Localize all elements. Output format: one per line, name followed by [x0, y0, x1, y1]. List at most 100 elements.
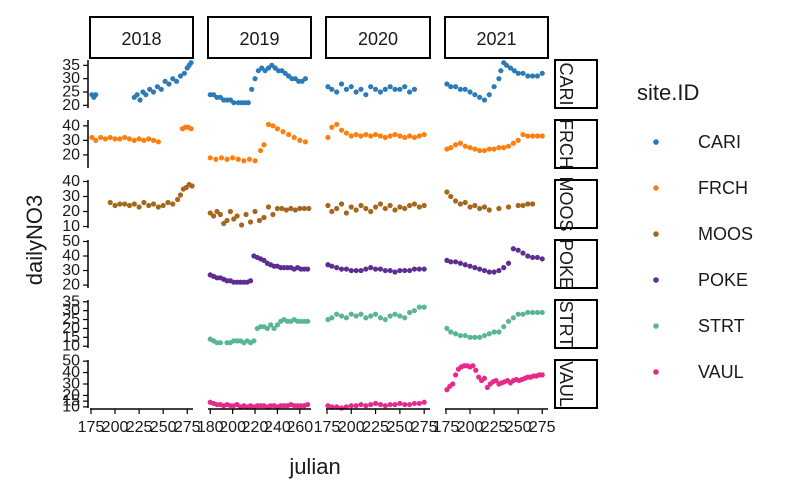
panel-CARI-2019: [207, 62, 309, 106]
point-FRCH-2021-20: [539, 133, 545, 139]
point-MOOS-2020-9: [368, 208, 374, 215]
point-POKE-2020-4: [343, 266, 350, 272]
point-MOOS-2020-18: [411, 201, 418, 207]
point-MOOS-2018-10: [155, 204, 161, 210]
panel-CARI-2018: [89, 60, 194, 103]
point-STRT-2021-3: [457, 332, 464, 339]
legend-key-POKE: [653, 277, 659, 283]
facet-strip-2019: [207, 16, 312, 59]
point-STRT-2021-16: [520, 311, 526, 317]
x-tick-label-2021-0: 175: [433, 419, 460, 436]
point-FRCH-2019-13: [274, 126, 281, 132]
y-tick-label-VAUL-2: 20: [62, 387, 80, 404]
point-MOOS-2021-4: [462, 199, 468, 206]
point-FRCH-2021-15: [515, 137, 521, 143]
y-tick-label-STRT-5: 35: [62, 293, 80, 310]
point-POKE-2021-5: [467, 263, 473, 269]
point-CARI-2018-16: [177, 73, 184, 79]
point-MOOS-2020-13: [387, 202, 393, 209]
point-STRT-2020-10: [372, 311, 379, 317]
point-FRCH-2019-14: [280, 129, 286, 135]
point-STRT-2021-6: [472, 334, 478, 340]
point-FRCH-2021-3: [457, 140, 464, 146]
point-MOOS-2019-20: [288, 205, 294, 212]
point-CARI-2020-12: [382, 86, 388, 92]
x-tick-label-2020-1: 200: [338, 419, 365, 436]
point-FRCH-2020-18: [411, 134, 418, 141]
point-STRT-2021-9: [486, 331, 492, 337]
point-MOOS-2019-14: [261, 214, 267, 221]
point-FRCH-2019-11: [265, 121, 272, 127]
point-CARI-2020-14: [392, 86, 398, 92]
legend-key-VAUL: [653, 369, 659, 375]
y-tick-label-POKE-0: 20: [62, 277, 80, 294]
point-POKE-2020-12: [382, 267, 388, 274]
point-MOOS-2020-11: [377, 201, 384, 207]
point-STRT-2020-2: [334, 311, 340, 317]
point-VAUL-2021-2: [450, 381, 456, 387]
point-MOOS-2021-3: [457, 201, 464, 207]
point-FRCH-2020-12: [382, 134, 388, 141]
point-STRT-2021-20: [539, 309, 545, 316]
x-tick-label-2018-2: 225: [126, 419, 153, 436]
point-STRT-2020-18: [411, 308, 418, 314]
point-MOOS-2018-3: [122, 201, 128, 207]
point-VAUL-2019-29: [305, 401, 311, 408]
x-tick-label-2020-4: 275: [411, 419, 438, 436]
point-CARI-2020-8: [363, 92, 369, 98]
row-strip-label-MOOS: MOOS: [556, 176, 576, 231]
point-CARI-2020-16: [402, 84, 408, 90]
legend-label-CARI: CARI: [698, 132, 741, 152]
point-STRT-2020-17: [406, 309, 413, 316]
point-MOOS-2020-19: [416, 204, 422, 210]
y-tick-label-STRT-4: 30: [62, 302, 80, 319]
point-CARI-2021-9: [486, 92, 492, 98]
y-axis-label: dailyNO3: [22, 195, 47, 285]
point-CARI-2020-11: [377, 89, 384, 95]
point-FRCH-2021-7: [477, 147, 483, 154]
x-axis-label: julian: [288, 454, 340, 479]
point-MOOS-2019-1: [210, 213, 217, 219]
facet-strip-label-2018: 2018: [121, 29, 161, 49]
point-POKE-2020-7: [358, 267, 364, 274]
point-POKE-2021-18: [529, 254, 536, 261]
point-FRCH-2018-4: [107, 134, 113, 141]
point-CARI-2019-12: [249, 86, 255, 92]
point-MOOS-2019-0: [207, 210, 213, 216]
y-tick-label-CARI-2: 30: [62, 70, 80, 87]
point-FRCH-2019-15: [286, 131, 292, 138]
point-VAUL-2021-11: [476, 374, 482, 380]
point-MOOS-2019-2: [214, 208, 220, 215]
y-tick-label-VAUL-4: 40: [62, 364, 80, 381]
y-tick-label-VAUL-5: 50: [62, 353, 80, 370]
point-MOOS-2020-3: [338, 201, 345, 207]
point-STRT-2020-6: [353, 313, 359, 319]
point-CARI-2020-18: [411, 86, 418, 92]
point-FRCH-2019-1: [213, 156, 219, 162]
point-STRT-2021-10: [491, 329, 497, 335]
legend-key-CARI: [653, 139, 659, 145]
point-VAUL-2020-9: [368, 401, 374, 408]
point-CARI-2021-22: [539, 70, 545, 76]
legend-label-MOOS: MOOS: [698, 224, 753, 244]
point-MOOS-2019-11: [247, 219, 254, 225]
point-FRCH-2019-7: [246, 156, 253, 162]
y-tick-label-VAUL-0: 10: [62, 398, 80, 415]
row-strip-label-STRT: STRT: [556, 301, 576, 348]
point-CARI-2021-20: [529, 73, 536, 79]
facet-strip-label-2021: 2021: [476, 29, 516, 49]
point-FRCH-2020-13: [387, 133, 393, 139]
point-FRCH-2021-5: [467, 145, 473, 151]
panel-POKE-2019: [207, 253, 311, 285]
point-MOOS-2020-2: [334, 205, 340, 212]
point-CARI-2020-6: [353, 89, 359, 95]
point-FRCH-2020-5: [348, 133, 354, 139]
point-FRCH-2020-19: [416, 133, 422, 139]
point-VAUL-2020-17: [406, 401, 413, 408]
point-FRCH-2020-3: [338, 127, 345, 133]
point-CARI-2020-1: [329, 86, 335, 92]
point-POKE-2021-9: [486, 269, 492, 275]
point-STRT-2019-17: [268, 322, 274, 328]
point-CARI-2020-3: [338, 81, 345, 87]
point-VAUL-2021-0: [444, 387, 450, 393]
